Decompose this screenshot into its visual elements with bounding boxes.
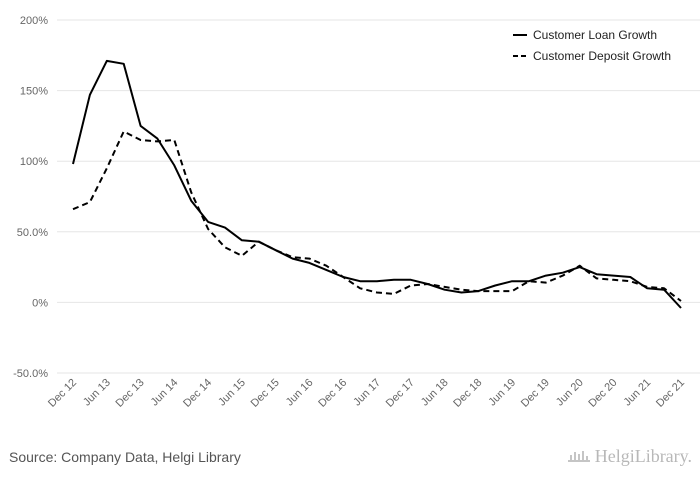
y-tick-label: 0% [32, 297, 48, 309]
legend: Customer Loan Growth Customer Deposit Gro… [513, 28, 671, 63]
helgi-library-logo-icon [567, 450, 590, 462]
y-tick-label: 150% [20, 86, 48, 98]
series-group [72, 59, 682, 309]
x-tick-label: Dec 16 [316, 377, 349, 410]
x-tick-label: Dec 18 [451, 377, 484, 410]
x-tick-label: Dec 17 [384, 377, 417, 410]
y-tick-label: 100% [20, 156, 48, 168]
x-tick-label: Jun 16 [284, 377, 316, 409]
x-tick-label: Jun 15 [216, 377, 248, 409]
helgi-library-logo-text: HelgiLibrary. [594, 446, 692, 466]
x-tick-label: Jun 17 [351, 377, 383, 409]
x-tick-label: Dec 13 [114, 377, 147, 410]
y-tick-label: -50.0% [13, 368, 48, 380]
y-tick-label: 200% [20, 15, 48, 27]
series-line-customer-loan-growth [72, 59, 682, 309]
legend-label: Customer Loan Growth [533, 28, 657, 42]
x-tick-label: Dec 21 [654, 377, 687, 410]
x-tick-label: Dec 20 [586, 377, 619, 410]
series-line-customer-deposit-growth [72, 130, 682, 302]
y-axis: 200% 150% 100% 50.0% 0% -50.0% [13, 15, 48, 380]
y-tick-label: 50.0% [17, 227, 48, 239]
x-tick-label: Dec 14 [181, 377, 214, 410]
x-tick-label: Dec 19 [519, 377, 552, 410]
x-tick-label: Dec 12 [46, 377, 79, 410]
x-tick-label: Dec 15 [249, 377, 282, 410]
legend-label: Customer Deposit Growth [533, 49, 671, 63]
x-tick-label: Jun 18 [419, 377, 451, 409]
source-note: Source: Company Data, Helgi Library [9, 449, 241, 465]
x-tick-label: Jun 20 [554, 377, 586, 409]
x-tick-label: Jun 14 [149, 377, 181, 409]
helgi-library-logo: HelgiLibrary. [567, 446, 692, 467]
grid-lines [57, 19, 700, 374]
x-tick-label: Jun 13 [81, 377, 113, 409]
x-tick-label: Jun 19 [486, 377, 518, 409]
x-tick-label: Jun 21 [622, 377, 654, 409]
x-axis: Dec 12 Jun 13 Dec 13 Jun 14 Dec 14 Jun 15 Dec … [46, 377, 687, 410]
